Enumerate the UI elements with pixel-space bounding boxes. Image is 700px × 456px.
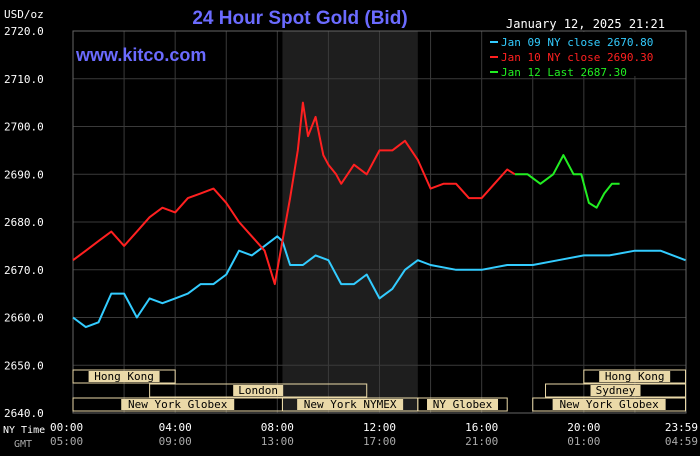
- legend-label: Jan 09 NY close 2670.80: [501, 36, 653, 49]
- session-label: Hong Kong: [605, 370, 665, 383]
- session-bar: [417, 397, 508, 412]
- session-label-bg: [590, 385, 641, 396]
- session-label: NY Globex: [433, 398, 493, 411]
- x-tick-label-gmt: 01:00: [567, 435, 600, 448]
- y-tick-label: 2680.0: [4, 216, 44, 229]
- price-series: [72, 101, 686, 329]
- session-label: Hong Kong: [94, 370, 154, 383]
- legend-label: Jan 10 NY close 2690.30: [501, 51, 653, 64]
- x-tick-label-gmt: 17:00: [363, 435, 396, 448]
- chart-title: 24 Hour Spot Gold (Bid): [192, 8, 407, 29]
- y-tick-label: 2720.0: [4, 25, 44, 38]
- session-label: London: [238, 384, 278, 397]
- legend-box: [487, 32, 683, 76]
- x-tick-label-ny: 08:00: [261, 421, 294, 434]
- session-label-bg: [233, 385, 284, 396]
- row-label-gmt: GMT: [14, 439, 32, 450]
- series-line-jan-09: [72, 235, 686, 329]
- session-bar: [545, 383, 686, 398]
- x-tick-label-gmt: 13:00: [261, 435, 294, 448]
- x-tick-label-gmt: 04:59: [665, 435, 698, 448]
- datetime-label: January 12, 2025 21:21: [506, 17, 665, 31]
- x-tick-label-ny: 12:00: [363, 421, 396, 434]
- session-label: Sydney: [596, 384, 636, 397]
- session-label: New York Globex: [559, 398, 659, 411]
- session-label-bg: [599, 371, 671, 382]
- site-label: www.kitco.com: [75, 45, 206, 65]
- legend: Jan 09 NY close 2670.80 Jan 10 NY close 2…: [487, 32, 683, 79]
- session-bar: [149, 383, 368, 398]
- x-tick-label-ny: 00:00: [50, 421, 83, 434]
- session-label-bg: [121, 399, 235, 410]
- session-label-bg: [552, 399, 666, 410]
- unit-label: USD/oz: [4, 8, 44, 21]
- session-label-bg: [297, 399, 404, 410]
- y-tick-label: 2650.0: [4, 359, 44, 372]
- x-tick-label-ny: 04:00: [159, 421, 192, 434]
- plot-border: [72, 30, 687, 414]
- session-bar: [583, 369, 686, 384]
- session-bar: [72, 369, 176, 384]
- y-tick-label: 2670.0: [4, 264, 44, 277]
- series-line-jan-10: [72, 101, 516, 286]
- x-tick-label-gmt: 21:00: [465, 435, 498, 448]
- series-line-jan-12: [514, 154, 620, 209]
- session-label-bg: [427, 399, 499, 410]
- x-tick-label-ny: 20:00: [567, 421, 600, 434]
- y-tick-label: 2660.0: [4, 312, 44, 325]
- y-tick-label: 2640.0: [4, 407, 44, 420]
- x-tick-label-gmt: 05:00: [50, 435, 83, 448]
- y-tick-label: 2710.0: [4, 73, 44, 86]
- x-tick-label-ny: 16:00: [465, 421, 498, 434]
- y-axis-ticks: 2720.0 2710.0 2700.0 2690.0 2680.0 2670.0 2660…: [4, 25, 44, 420]
- y-tick-label: 2700.0: [4, 121, 44, 134]
- grid-lines: [72, 30, 687, 414]
- x-tick-label-ny: 23:59: [665, 421, 698, 434]
- session-bar: [532, 397, 686, 412]
- legend-label: Jan 12 Last 2687.30: [501, 66, 627, 79]
- session-label: New York Globex: [128, 398, 228, 411]
- session-label: New York NYMEX: [304, 398, 397, 411]
- row-label-ny: NY Time: [3, 425, 45, 436]
- y-tick-label: 2690.0: [4, 168, 44, 181]
- session-label-bg: [88, 371, 160, 382]
- x-tick-label-gmt: 09:00: [159, 435, 192, 448]
